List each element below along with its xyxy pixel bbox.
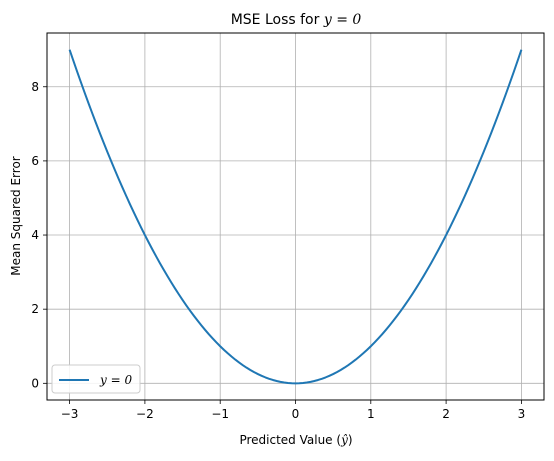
chart-title: MSE Loss for y = 0 xyxy=(231,12,362,28)
series-layer xyxy=(68,49,523,385)
y-tick-label: 8 xyxy=(31,80,39,94)
legend: y = 0 xyxy=(51,364,141,394)
y-tick-label: 2 xyxy=(31,302,39,316)
y-tick-label: 0 xyxy=(31,376,39,390)
x-tick-label: −2 xyxy=(136,407,154,421)
x-tick-label: 2 xyxy=(442,407,450,421)
x-tick-label: 0 xyxy=(292,407,300,421)
x-tick-label: 3 xyxy=(518,407,526,421)
axis-ticks: −3 −2 −1 0 1 2 3 0 2 4 6 8 xyxy=(31,80,525,421)
x-tick-label: −3 xyxy=(61,407,79,421)
y-axis-label: Mean Squared Error xyxy=(9,156,23,276)
x-tick-label: −1 xyxy=(211,407,229,421)
legend-box xyxy=(51,364,141,394)
series-line-0 xyxy=(68,49,523,385)
y-tick-label: 6 xyxy=(31,154,39,168)
x-tick-label: 1 xyxy=(367,407,375,421)
legend-label-series-0: y = 0 xyxy=(99,373,132,387)
x-axis-label: Predicted Value (ŷ) xyxy=(239,433,352,447)
y-tick-label: 4 xyxy=(31,228,39,242)
